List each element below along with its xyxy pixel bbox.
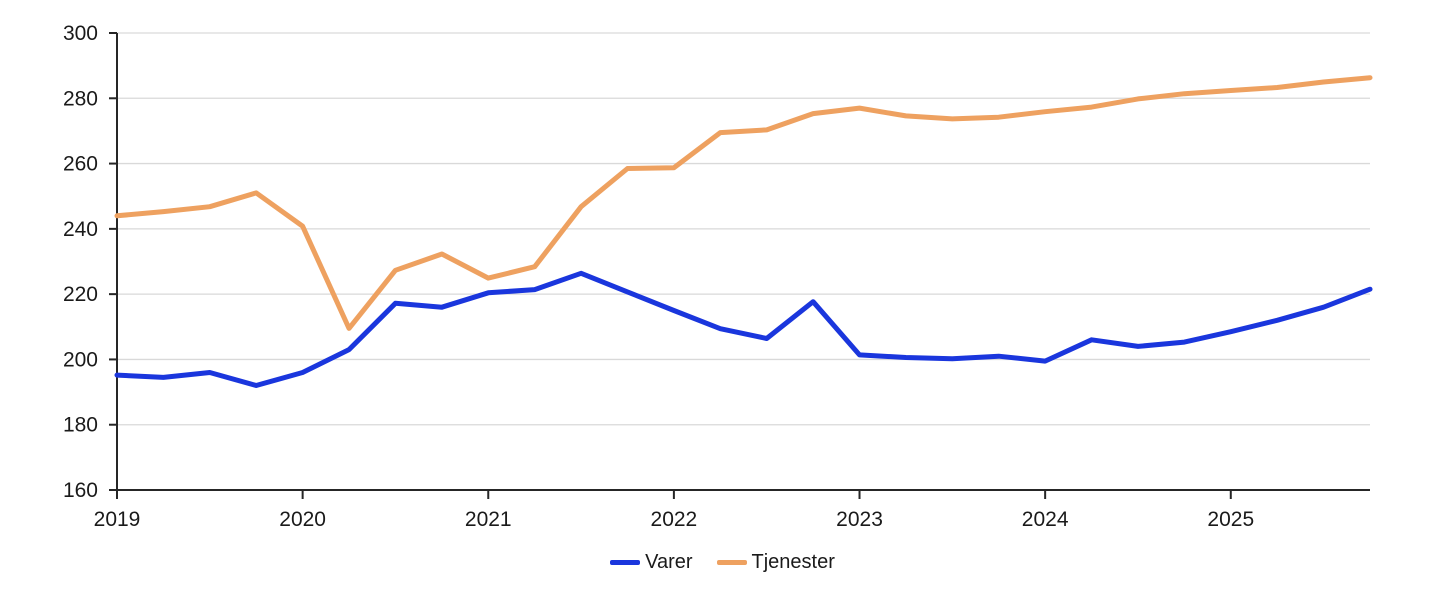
x-axis-tick-label: 2021 [465, 508, 512, 531]
x-axis-tick-label: 2025 [1207, 508, 1254, 531]
x-axis-tick-label: 2020 [279, 508, 326, 531]
legend-item-tjenester: Tjenester [716, 551, 835, 574]
series-line-tjenester [114, 75, 1373, 331]
series-line-varer [114, 270, 1373, 388]
y-axis-tick-label: 240 [63, 218, 98, 241]
y-axis-tick-label: 260 [63, 153, 98, 176]
y-axis-tick-label: 200 [63, 348, 98, 371]
y-axis-tick-label: 280 [63, 87, 98, 110]
y-axis-tick-label: 160 [63, 479, 98, 502]
legend: Varer Tjenester [0, 551, 1445, 574]
y-axis-tick-label: 220 [63, 283, 98, 306]
legend-label-tjenester: Tjenester [751, 551, 835, 573]
varer-line-swatch-icon [610, 560, 641, 565]
y-axis-tick-label: 180 [63, 414, 98, 437]
legend-label-varer: Varer [645, 551, 693, 573]
legend-item-varer: Varer [610, 551, 693, 574]
y-axis-tick-label: 300 [63, 22, 98, 45]
x-axis-tick-label: 2024 [1022, 508, 1069, 531]
x-axis-tick-label: 2022 [651, 508, 698, 531]
x-axis-tick-label: 2023 [836, 508, 883, 531]
tjenester-line-swatch-icon [716, 560, 747, 565]
x-axis-tick-label: 2019 [94, 508, 141, 531]
